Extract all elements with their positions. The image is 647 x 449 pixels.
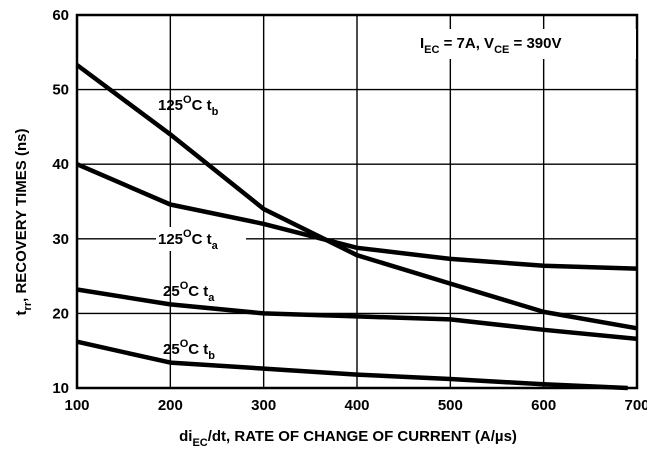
series-label: 125OC ta — [158, 228, 219, 252]
x-tick-label: 700 — [624, 397, 647, 414]
series-line — [76, 339, 628, 391]
series-label: 25OC ta — [163, 280, 215, 304]
curves — [75, 63, 638, 391]
series-line — [76, 287, 638, 342]
y-tick-label: 20 — [52, 305, 69, 322]
y-tick-label: 50 — [52, 82, 69, 99]
plot-frame — [75, 13, 639, 390]
tick-labels: 100 200 300 400 500 600 700 10 20 30 40 50 60 — [52, 7, 647, 414]
annotation: IEC = 7A, VCE = 390V — [420, 35, 561, 56]
series-labels: 125OC tb 125OC ta 25OC ta 25OC tb — [156, 94, 246, 362]
y-tick-label: 40 — [52, 156, 69, 173]
x-axis-label: diEC/dt, RATE OF CHANGE OF CURRENT (A/µs… — [179, 428, 517, 449]
y-tick-label: 10 — [52, 380, 69, 397]
grid — [75, 13, 639, 390]
x-tick-label: 100 — [64, 397, 89, 414]
annotation-bg — [414, 29, 636, 59]
series-label-bg — [156, 227, 246, 251]
y-tick-label: 60 — [52, 7, 69, 24]
series-label: 125OC tb — [158, 94, 219, 118]
x-tick-label: 400 — [344, 397, 369, 414]
series-line — [76, 162, 638, 271]
x-tick-label: 300 — [251, 397, 276, 414]
series-line — [75, 63, 638, 331]
x-tick-label: 500 — [438, 397, 463, 414]
x-tick-label: 600 — [531, 397, 556, 414]
series-label: 25OC tb — [163, 338, 215, 362]
x-tick-label: 200 — [158, 397, 183, 414]
y-tick-label: 30 — [52, 231, 69, 248]
y-axis-label: trr, RECOVERY TIMES (ns) — [13, 129, 34, 316]
